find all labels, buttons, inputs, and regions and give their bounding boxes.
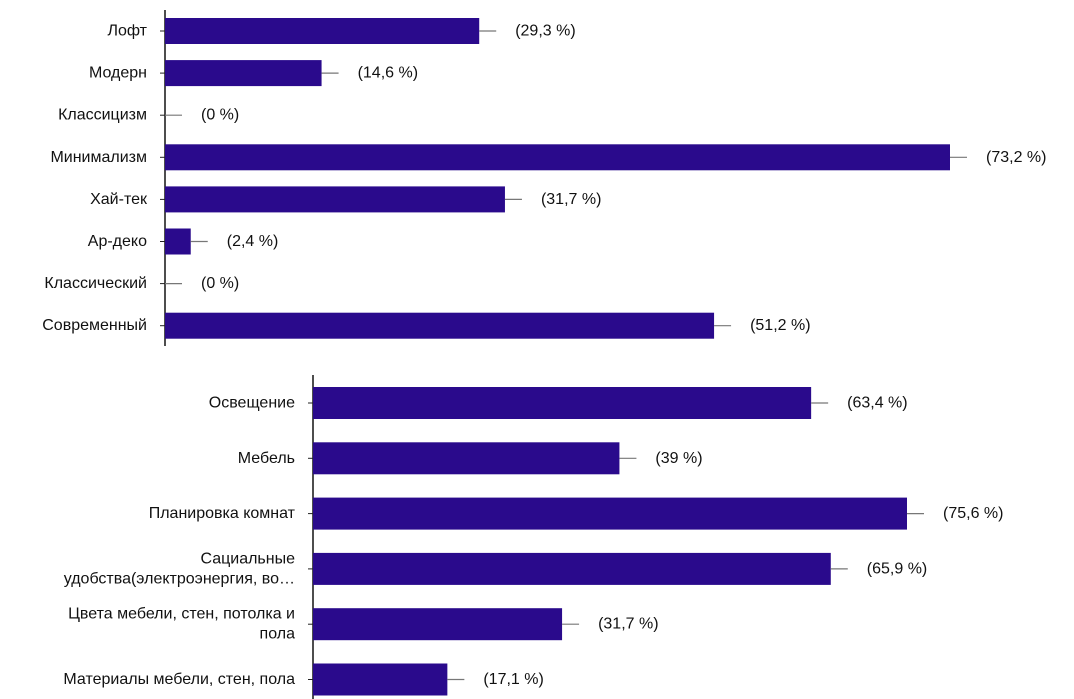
style-bar [165,18,480,44]
aspect-bar [313,387,812,419]
style-bar [165,144,950,171]
aspect-bar [313,663,448,696]
style-value-label: (29,3 %) [515,23,575,40]
style-bar [165,60,322,87]
aspect-bar [313,442,620,475]
style-category-label: Классицизм [58,107,147,124]
chart-style-preferences: Лофт (29,3 %) Модерн (14,6 %) Классицизм (0 %… [42,10,1046,346]
style-bar [165,312,715,339]
style-category-label: Ар-деко [88,233,147,250]
style-value-label: (31,7 %) [541,191,601,208]
aspect-value-label: (17,1 %) [483,671,543,688]
aspect-bar [313,608,563,641]
style-category-label: Классический [44,275,147,292]
aspect-value-label: (31,7 %) [598,616,658,633]
style-category-label: Лофт [107,23,147,40]
aspect-category-label-line: пола [260,626,296,643]
aspect-value-label: (75,6 %) [943,505,1003,522]
aspect-category-label-line: удобства(электроэнергия, во… [64,570,295,587]
style-bar [165,228,191,255]
aspect-category-label: Материалы мебели, стен, пола [63,671,295,688]
aspect-bar [313,552,831,585]
style-category-label: Современный [42,317,147,334]
aspect-category-label-line: Цвета мебели, стен, потолка и [68,606,295,623]
aspect-category-label: Планировка комнат [149,505,296,522]
style-category-label: Хай-тек [90,191,148,208]
aspect-category-label: Освещение [209,395,295,412]
style-value-label: (0 %) [201,275,239,292]
style-bar [165,186,505,213]
aspect-category-label: Мебель [238,450,295,467]
style-value-label: (14,6 %) [358,65,418,82]
style-value-label: (51,2 %) [750,317,810,334]
style-category-label: Минимализм [50,149,147,166]
aspect-value-label: (63,4 %) [847,395,907,412]
style-value-label: (2,4 %) [227,233,279,250]
style-category-label: Модерн [89,65,147,82]
aspect-value-label: (39 %) [655,450,702,467]
style-value-label: (73,2 %) [986,149,1046,166]
aspect-value-label: (65,9 %) [867,560,927,577]
chart-important-aspects: Освещение (63,4 %) Мебель (39 %) Планировка … [63,375,1003,699]
aspect-bar [313,497,907,530]
style-value-label: (0 %) [201,107,239,124]
aspect-category-label-line: Сациальные [200,550,295,567]
